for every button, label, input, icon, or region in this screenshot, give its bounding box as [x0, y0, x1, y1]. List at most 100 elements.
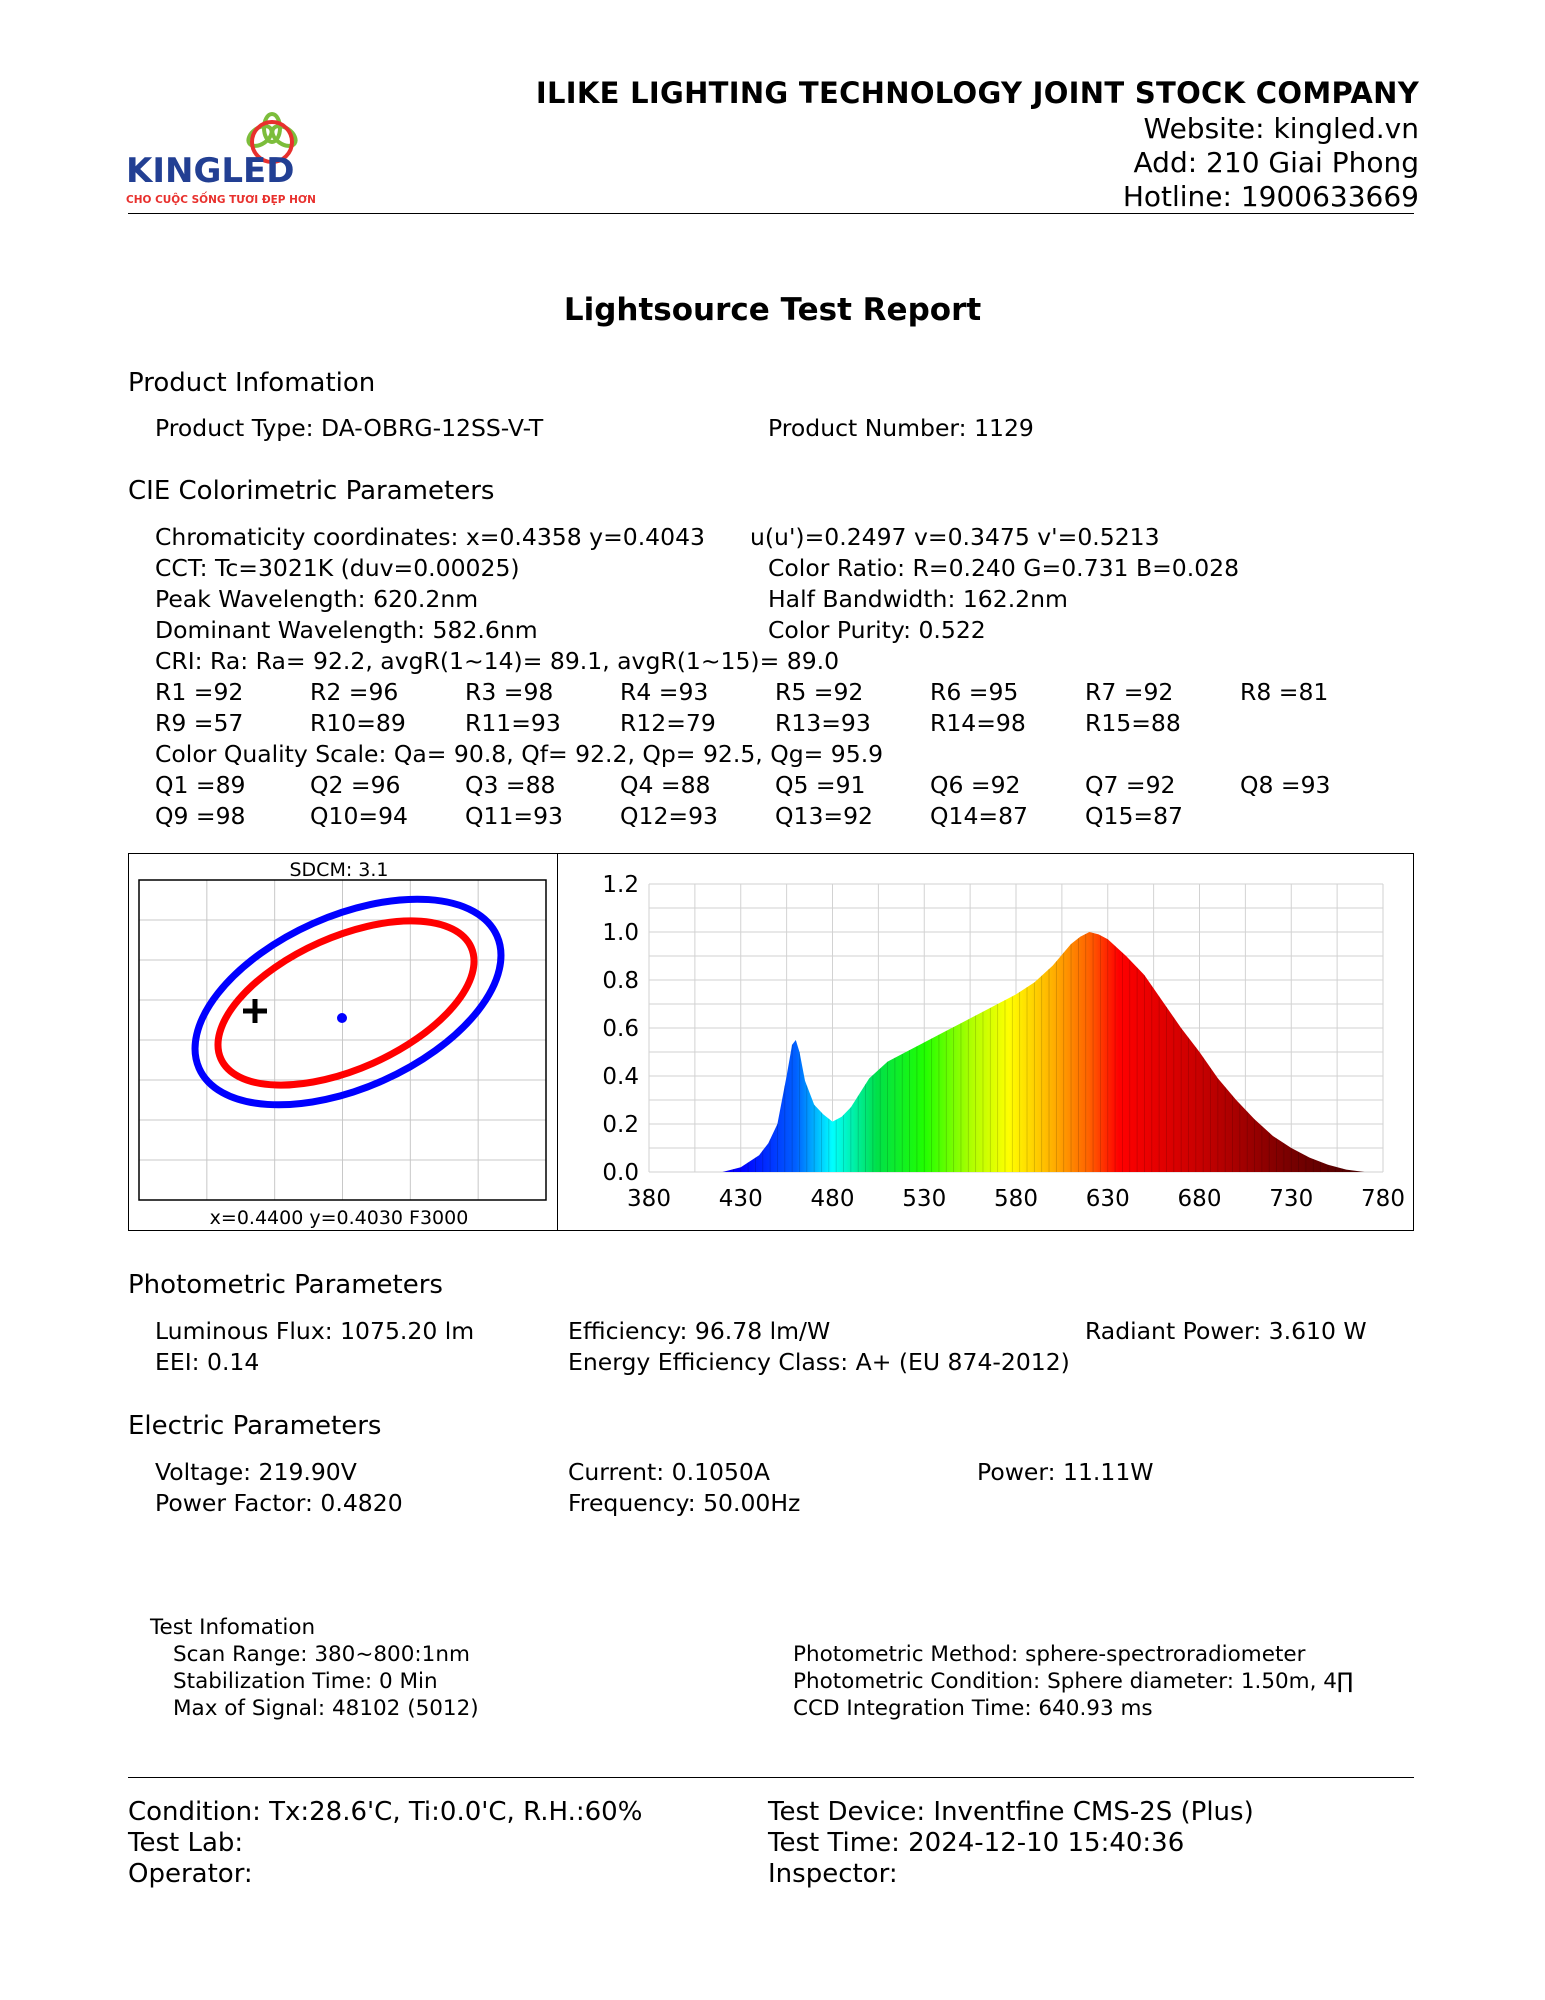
- y-tick-label: 0.2: [602, 1112, 639, 1138]
- current: Current: 0.1050A: [568, 1458, 770, 1486]
- company-name: ILIKE LIGHTING TECHNOLOGY JOINT STOCK CO…: [535, 76, 1419, 110]
- test-time: Test Time: 2024-12-10 15:40:36: [768, 1828, 1185, 1858]
- sdcm-bottom-label: x=0.4400 y=0.4030 F3000: [210, 1207, 469, 1229]
- logo-graphic: KINGLED CHO CUỘC SỐNG TƯƠI ĐẸP HƠN: [126, 112, 316, 206]
- logo-tagline: CHO CUỘC SỐNG TƯƠI ĐẸP HƠN: [126, 191, 316, 206]
- chromaticity: Chromaticity coordinates: x=0.4358 y=0.4…: [155, 523, 705, 551]
- sdcm-grid: [139, 880, 546, 1200]
- test-lab: Test Lab:: [128, 1828, 244, 1858]
- spectrum-series: [649, 932, 1383, 1172]
- header-divider: [128, 213, 1414, 214]
- q-value: Q3 =88: [465, 771, 556, 799]
- sdcm-plot: SDCM: 3.1 x=0.4400 y=0.4030 F3000: [138, 859, 547, 1229]
- q-value: Q1 =89: [155, 771, 246, 799]
- r-value: R14=98: [930, 709, 1026, 737]
- r-value: R3 =98: [465, 678, 554, 706]
- r-value: R4 =93: [620, 678, 709, 706]
- radiant-power: Radiant Power: 3.610 W: [1085, 1317, 1367, 1345]
- stabilization-time: Stabilization Time: 0 Min: [173, 1669, 438, 1694]
- scan-range: Scan Range: 380~800:1nm: [173, 1642, 470, 1667]
- photometric-method: Photometric Method: sphere-spectroradiom…: [793, 1642, 1306, 1667]
- x-tick-label: 480: [811, 1186, 855, 1212]
- r-value: R5 =92: [775, 678, 864, 706]
- inspector: Inspector:: [768, 1859, 898, 1889]
- q-value: Q10=94: [310, 802, 408, 830]
- sdcm-frame: [138, 879, 547, 1201]
- product-heading: Product Infomation: [128, 368, 376, 398]
- q-value: Q15=87: [1085, 802, 1183, 830]
- x-tick-label: 380: [627, 1186, 671, 1212]
- max-signal: Max of Signal: 48102 (5012): [173, 1696, 479, 1721]
- color-purity: Color Purity: 0.522: [768, 616, 986, 644]
- y-tick-label: 1.0: [602, 920, 639, 946]
- product-number: Product Number: 1129: [768, 414, 1034, 442]
- panel-divider: [557, 854, 558, 1230]
- ccd-integration-time: CCD Integration Time: 640.93 ms: [793, 1696, 1153, 1721]
- r-value: R6 =95: [930, 678, 1019, 706]
- r-value: R11=93: [465, 709, 561, 737]
- photometric-heading: Photometric Parameters: [128, 1270, 443, 1300]
- x-axis-ticks: 380 430 480 530 580 630 680 730 780: [627, 1186, 1405, 1212]
- logo-text: KINGLED: [126, 151, 294, 191]
- spectrum-chart: 1.2 1.0 0.8 0.6 0.4 0.2 0.0 380 430 480 530 580 630…: [602, 872, 1405, 1212]
- r-value: R7 =92: [1085, 678, 1174, 706]
- r-value: R10=89: [310, 709, 406, 737]
- test-info-heading: Test Infomation: [150, 1615, 316, 1640]
- y-axis-ticks: 1.2 1.0 0.8 0.6 0.4 0.2 0.0: [602, 872, 639, 1186]
- r-value: R13=93: [775, 709, 871, 737]
- measured-point: [337, 1013, 347, 1023]
- cri-summary: CRI: Ra: Ra= 92.2, avgR(1~14)= 89.1, avg…: [155, 647, 840, 675]
- cie-heading: CIE Colorimetric Parameters: [128, 476, 495, 506]
- r-value: R12=79: [620, 709, 716, 737]
- cct: CCT: Tc=3021K (duv=0.00025): [155, 554, 520, 582]
- q-value: Q2 =96: [310, 771, 401, 799]
- company-website: Website: kingled.vn: [1143, 112, 1419, 145]
- x-tick-label: 530: [902, 1186, 946, 1212]
- y-tick-label: 0.0: [602, 1160, 639, 1186]
- spectrum-area: [649, 932, 1383, 1172]
- report-title: Lightsource Test Report: [563, 292, 982, 328]
- dominant-wavelength: Dominant Wavelength: 582.6nm: [155, 616, 538, 644]
- peak-wavelength: Peak Wavelength: 620.2nm: [155, 585, 479, 613]
- q-value: Q4 =88: [620, 771, 711, 799]
- uv-coords: u(u')=0.2497 v=0.3475 v'=0.5213: [750, 523, 1160, 551]
- sdcm-top-label: SDCM: 3.1: [289, 859, 388, 881]
- x-tick-label: 430: [719, 1186, 763, 1212]
- eei: EEI: 0.14: [155, 1348, 260, 1376]
- r-value: R1 =92: [155, 678, 244, 706]
- x-tick-label: 730: [1269, 1186, 1313, 1212]
- r-value: R8 =81: [1240, 678, 1329, 706]
- test-condition: Condition: Tx:28.6'C, Ti:0.0'C, R.H.:60%: [128, 1797, 643, 1827]
- energy-class: Energy Efficiency Class: A+ (EU 874-2012…: [568, 1348, 1070, 1376]
- test-device: Test Device: Inventfine CMS-2S (Plus): [768, 1797, 1254, 1827]
- voltage: Voltage: 219.90V: [155, 1458, 357, 1486]
- x-tick-label: 680: [1178, 1186, 1222, 1212]
- q-value: Q8 =93: [1240, 771, 1331, 799]
- power: Power: 11.11W: [977, 1458, 1154, 1486]
- spectrum-band-lines: [733, 932, 1351, 1172]
- cqs-summary: Color Quality Scale: Qa= 90.8, Qf= 92.2,…: [155, 740, 884, 768]
- r-value: R2 =96: [310, 678, 399, 706]
- q-value: Q11=93: [465, 802, 563, 830]
- q-value: Q12=93: [620, 802, 718, 830]
- color-ratio: Color Ratio: R=0.240 G=0.731 B=0.028: [768, 554, 1240, 582]
- half-bandwidth: Half Bandwidth: 162.2nm: [768, 585, 1068, 613]
- frequency: Frequency: 50.00Hz: [568, 1489, 801, 1517]
- company-address: Add: 210 Giai Phong: [1133, 146, 1419, 179]
- target-crosshair: [243, 999, 267, 1023]
- luminous-flux: Luminous Flux: 1075.20 lm: [155, 1317, 475, 1345]
- electric-heading: Electric Parameters: [128, 1411, 382, 1441]
- y-tick-label: 1.2: [602, 872, 639, 898]
- q-value: Q9 =98: [155, 802, 246, 830]
- chart-panel: SDCM: 3.1 x=0.4400 y=0.4030 F3000: [128, 853, 1414, 1231]
- r-value: R9 =57: [155, 709, 244, 737]
- company-hotline: Hotline: 1900633669: [1122, 180, 1419, 213]
- product-type: Product Type: DA-OBRG-12SS-V-T: [155, 414, 544, 442]
- company-logo: KINGLED CHO CUỘC SỐNG TƯƠI ĐẸP HƠN: [126, 104, 336, 214]
- efficiency: Efficiency: 96.78 lm/W: [568, 1317, 831, 1345]
- q-value: Q5 =91: [775, 771, 866, 799]
- y-tick-label: 0.8: [602, 968, 639, 994]
- operator: Operator:: [128, 1859, 253, 1889]
- x-tick-label: 630: [1086, 1186, 1130, 1212]
- y-tick-label: 0.6: [602, 1016, 639, 1042]
